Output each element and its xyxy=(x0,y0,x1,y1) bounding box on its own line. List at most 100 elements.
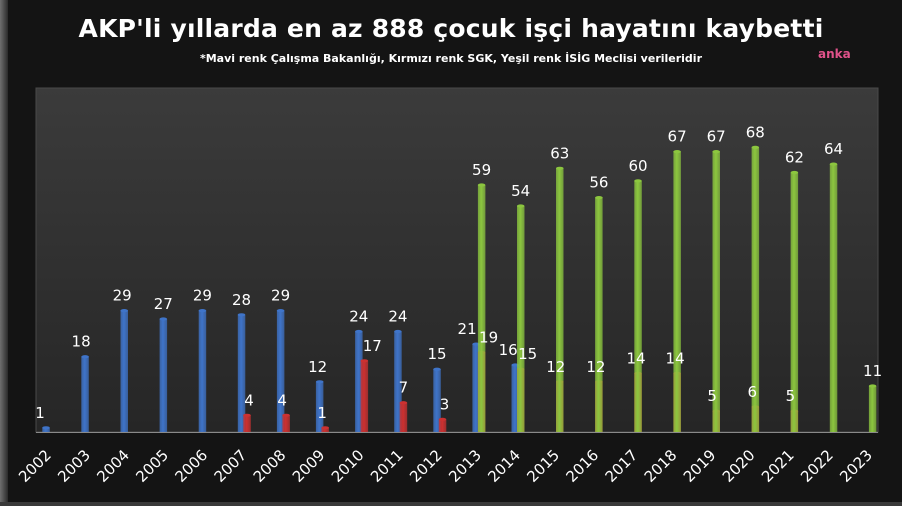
x-tick-label-2011: 2011 xyxy=(367,446,407,486)
bar-2002-s0 xyxy=(42,427,50,432)
bar-2008-s0 xyxy=(276,310,285,432)
value-label-2011-s0: 24 xyxy=(388,308,407,326)
bar-cap-2014-s2 xyxy=(516,204,525,208)
x-tick-label-2022: 2022 xyxy=(797,446,837,486)
value-label-2012-s1: 3 xyxy=(440,395,450,413)
value-label-2018-s1: 14 xyxy=(666,349,685,367)
bar-cap-2009-s1 xyxy=(321,426,329,430)
bar-cap-2012-s1 xyxy=(438,417,447,421)
x-tick-label-2012: 2012 xyxy=(406,446,446,486)
value-label-2023-s2: 11 xyxy=(863,362,882,380)
value-label-2013-s2: 59 xyxy=(472,161,491,179)
bar-2011-s1 xyxy=(399,402,408,432)
bar-2009-s1 xyxy=(321,427,329,432)
bar-cap-2010-s0 xyxy=(355,329,363,334)
value-label-2020-s1: 6 xyxy=(748,383,758,401)
value-label-2013-s1: 19 xyxy=(479,329,498,347)
value-label-2003-s0: 18 xyxy=(72,333,91,351)
bar-cap-2019-s2 xyxy=(712,150,720,154)
x-tick-label-2010: 2010 xyxy=(328,446,368,486)
bar-2007-s1 xyxy=(243,415,251,432)
bar-cap-2011-s1 xyxy=(399,401,408,405)
value-label-2022-s2: 64 xyxy=(824,140,843,158)
x-tick-label-2008: 2008 xyxy=(250,446,290,486)
x-tick-label-2017: 2017 xyxy=(602,446,642,486)
x-tick-label-2020: 2020 xyxy=(719,446,759,486)
bar-cap-2016-s2 xyxy=(595,196,603,200)
value-label-2005-s0: 27 xyxy=(154,295,173,313)
bar-2012-s0 xyxy=(433,369,441,432)
bar-2022-s2 xyxy=(829,164,838,432)
bar-2019-s2 xyxy=(712,151,720,432)
bar-2016-s2 xyxy=(595,197,603,432)
bar-2013-s0 xyxy=(472,344,480,432)
bar-cap-2018-s2 xyxy=(673,150,681,154)
plot-area xyxy=(35,87,879,433)
bar-2018-s2 xyxy=(673,151,681,432)
x-tick-label-2003: 2003 xyxy=(54,446,94,486)
bar-cap-2012-s0 xyxy=(433,367,441,371)
value-label-2019-s2: 67 xyxy=(707,128,726,146)
bar-2014-s2 xyxy=(517,206,525,432)
anka-logo: anka xyxy=(818,47,851,61)
bar-2005-s0 xyxy=(159,319,168,432)
value-label-2014-s0: 16 xyxy=(499,341,518,359)
bar-2017-s2 xyxy=(634,180,642,432)
bar-2004-s0 xyxy=(120,310,128,432)
value-label-2011-s1: 7 xyxy=(399,379,409,397)
bar-2020-s2 xyxy=(751,147,760,432)
x-tick-label-2013: 2013 xyxy=(445,446,485,486)
bar-cap-2008-s1 xyxy=(282,413,290,417)
value-label-2007-s0: 28 xyxy=(232,291,251,309)
value-label-2019-s1: 5 xyxy=(707,387,717,405)
chart-title: AKP'li yıllarda en az 888 çocuk işçi hay… xyxy=(78,14,824,43)
bottom-edge-strip xyxy=(0,502,902,506)
bar-cap-2003-s0 xyxy=(81,355,89,359)
value-label-2017-s1: 14 xyxy=(626,349,645,367)
chart-subtitle: *Mavi renk Çalışma Bakanlığı, Kırmızı re… xyxy=(199,52,703,65)
value-label-2007-s1: 4 xyxy=(244,391,254,409)
bar-cap-2005-s0 xyxy=(159,317,168,321)
bar-2010-s0 xyxy=(355,331,363,432)
bar-2003-s0 xyxy=(81,356,89,432)
value-label-2006-s0: 29 xyxy=(193,287,212,305)
value-label-2015-s1: 12 xyxy=(546,358,565,376)
bar-cap-2021-s2 xyxy=(790,170,799,175)
bar-cap-2015-s2 xyxy=(556,166,564,170)
value-label-2015-s2: 63 xyxy=(550,144,569,162)
value-label-2016-s2: 56 xyxy=(589,174,608,192)
value-label-2014-s1: 15 xyxy=(518,345,537,363)
bar-2009-s0 xyxy=(315,381,324,432)
left-edge-strip xyxy=(0,0,8,506)
x-tick-label-2021: 2021 xyxy=(758,446,798,486)
bar-cap-2007-s0 xyxy=(237,313,246,317)
bar-2013-s2 xyxy=(477,185,486,432)
bar-cap-2009-s0 xyxy=(315,380,324,384)
bar-cap-2008-s0 xyxy=(276,309,285,313)
bar-2011-s0 xyxy=(394,331,402,432)
value-label-2010-s0: 24 xyxy=(349,308,368,326)
value-label-2009-s0: 12 xyxy=(308,358,327,376)
value-label-2013-s0: 21 xyxy=(458,320,477,338)
bar-cap-2020-s2 xyxy=(751,145,760,149)
bar-2014-s0 xyxy=(511,365,519,432)
value-label-2008-s1: 4 xyxy=(277,391,287,409)
value-label-2021-s1: 5 xyxy=(786,387,796,405)
bar-cap-2011-s0 xyxy=(394,329,402,334)
bar-2008-s1 xyxy=(282,415,290,432)
bar-cap-2017-s2 xyxy=(634,179,642,183)
value-label-2014-s2: 54 xyxy=(511,182,530,200)
x-tick-label-2023: 2023 xyxy=(836,446,876,486)
bar-cap-2023-s2 xyxy=(868,384,877,388)
bar-cap-2004-s0 xyxy=(120,309,128,313)
x-tick-label-2004: 2004 xyxy=(93,446,133,486)
x-tick-label-2006: 2006 xyxy=(171,446,211,486)
value-label-2002-s0: 1 xyxy=(35,404,45,422)
value-label-2020-s2: 68 xyxy=(746,123,765,141)
value-label-2016-s1: 12 xyxy=(586,358,605,376)
value-label-2009-s1: 1 xyxy=(317,404,327,422)
value-label-2012-s0: 15 xyxy=(427,345,446,363)
x-tick-label-2014: 2014 xyxy=(484,446,524,486)
